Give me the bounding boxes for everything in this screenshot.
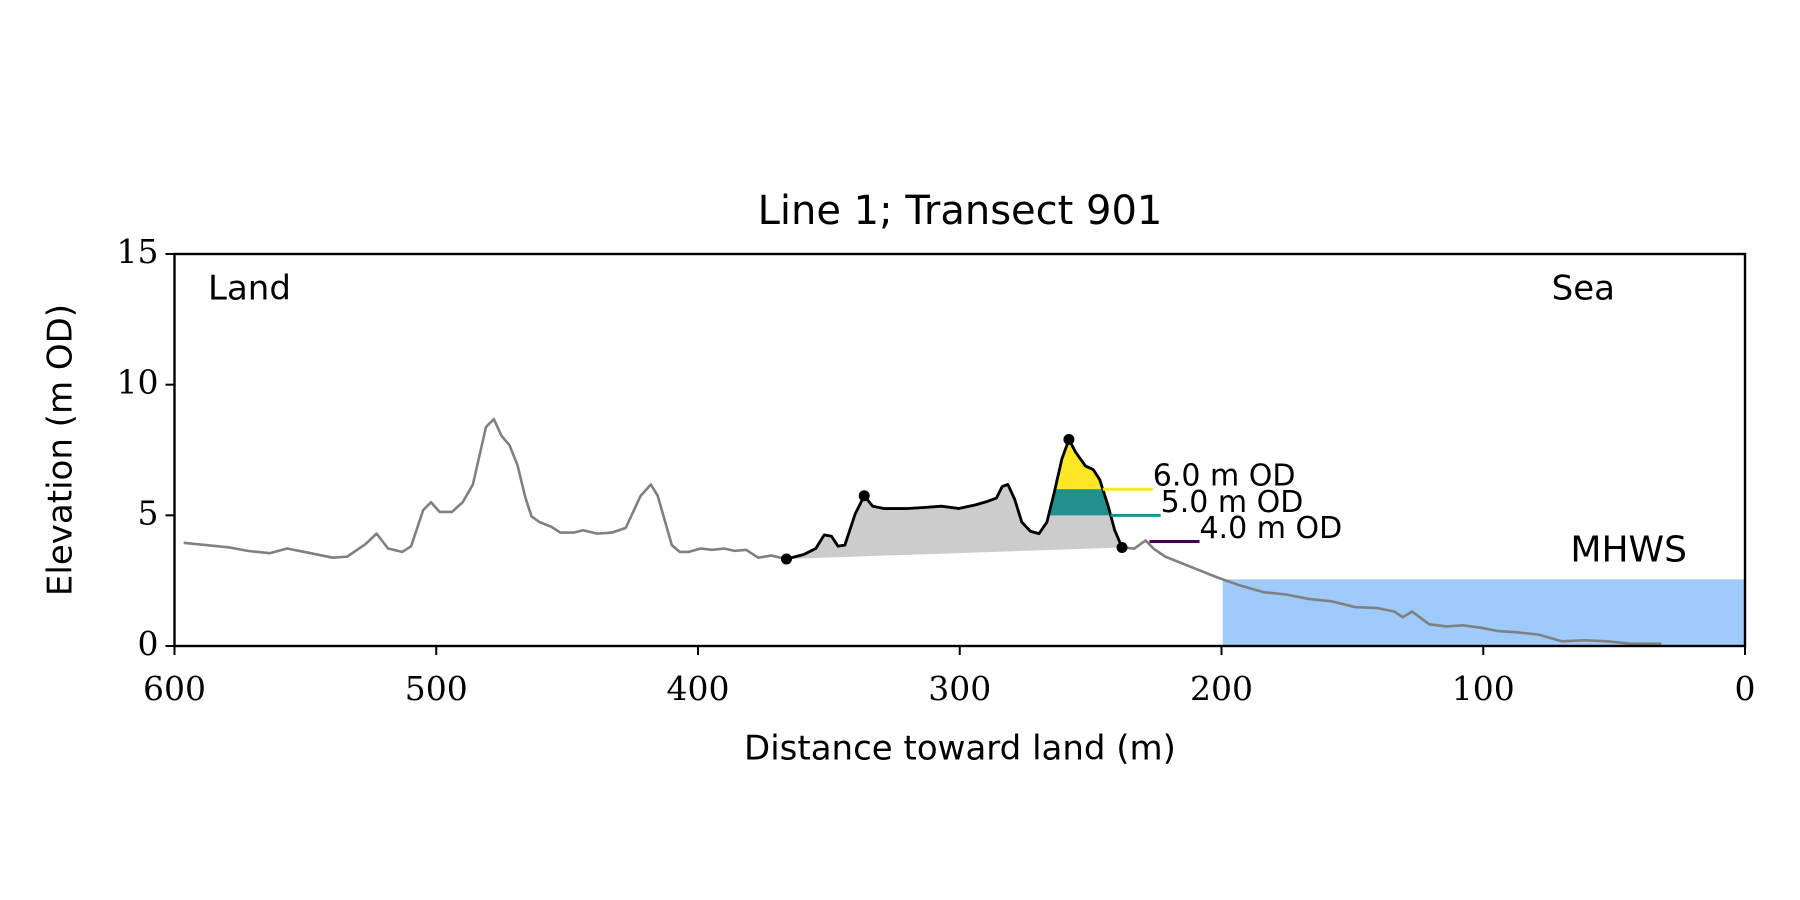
dune-area (786, 439, 1123, 559)
key-point (1063, 434, 1075, 446)
threshold-label: 4.0 m OD (1199, 511, 1342, 546)
x-axis-label: Distance toward land (m) (744, 729, 1176, 769)
mhws-label: MHWS (1570, 529, 1687, 570)
chart-title: Line 1; Transect 901 (758, 188, 1163, 234)
y-tick-label: 10 (117, 363, 159, 402)
x-tick-label: 400 (667, 669, 730, 708)
sea-annotation: Sea (1552, 269, 1615, 309)
threshold-label: 6.0 m OD (1153, 459, 1296, 494)
x-tick-label: 600 (143, 669, 206, 708)
key-point (780, 553, 792, 565)
y-tick-label: 5 (138, 493, 159, 532)
land-annotation: Land (208, 269, 291, 309)
x-tick-label: 300 (928, 669, 991, 708)
key-point (1116, 541, 1128, 553)
mhws-area (1222, 579, 1745, 646)
threshold-band (1054, 439, 1103, 490)
x-tick-label: 200 (1190, 669, 1253, 708)
threshold-label: 5.0 m OD (1161, 485, 1304, 520)
x-tick-label: 100 (1452, 669, 1515, 708)
x-tick-label: 500 (405, 669, 468, 708)
y-tick-label: 0 (138, 624, 159, 663)
y-tick-label: 15 (117, 232, 159, 271)
x-tick-label: 0 (1735, 669, 1756, 708)
key-point (858, 490, 870, 502)
dune-line (786, 438, 1124, 561)
y-axis-label: Elevation (m OD) (41, 304, 81, 596)
